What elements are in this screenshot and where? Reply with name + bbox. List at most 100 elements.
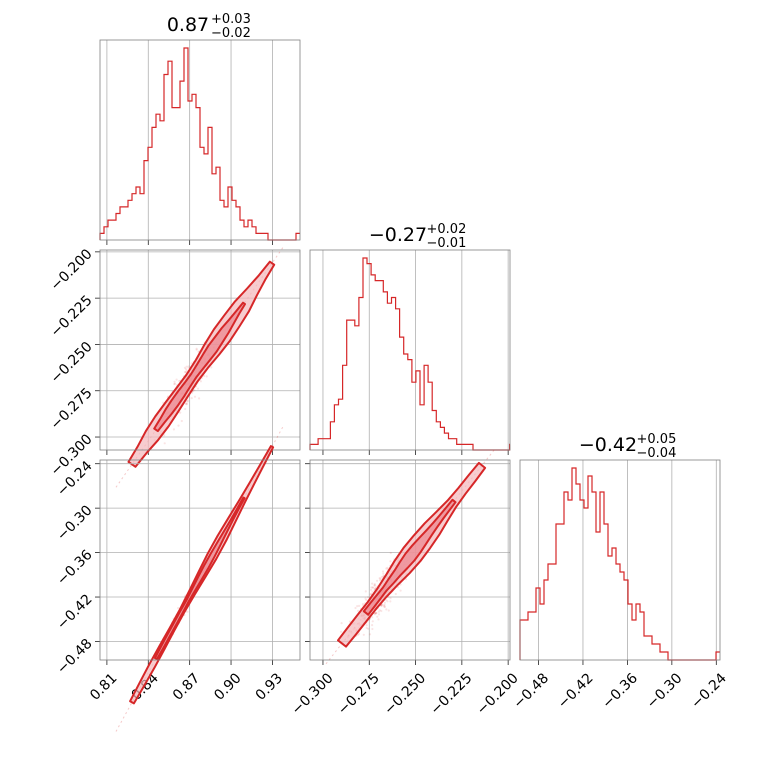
sample-point <box>385 599 388 602</box>
sample-point <box>376 579 379 582</box>
hist-panel-2: −0.48 −0.42 −0.36 −0.30 −0.24−0.42 +0.05−0.04 <box>510 432 729 712</box>
sample-point <box>389 597 392 600</box>
y-tick-label: −0.48 <box>54 636 96 678</box>
histogram-step <box>99 47 300 241</box>
contour-outer-line <box>127 260 276 468</box>
contour-inner-line <box>154 496 246 660</box>
param-title-upper-0: +0.03 <box>211 12 251 27</box>
x-tick-label: −0.250 <box>381 670 429 718</box>
sample-point <box>198 397 201 400</box>
x-tick-label: −0.30 <box>644 670 686 712</box>
histogram-step <box>309 257 511 451</box>
sample-point <box>383 603 386 607</box>
sample-point <box>340 622 343 625</box>
panels-layer: 0.87 +0.03−0.02−0.27 +0.02−0.01−0.48 −0.42−… <box>48 12 730 732</box>
sample-point <box>385 567 388 570</box>
sample-point <box>379 577 382 580</box>
x-tick-label: −0.200 <box>474 670 522 718</box>
pair-panel-2-1-frame <box>309 459 511 661</box>
sample-point <box>184 370 187 373</box>
sample-point <box>185 365 188 368</box>
sample-point <box>371 616 374 619</box>
sample-point <box>184 371 187 374</box>
sample-point <box>173 382 177 385</box>
sample-point <box>163 434 166 437</box>
histogram-step <box>519 467 720 661</box>
sample-point <box>371 590 374 593</box>
sample-point <box>381 570 385 573</box>
sample-point <box>348 620 352 623</box>
sample-point <box>369 593 372 596</box>
sample-point <box>339 630 343 633</box>
pair-panel-1-0: −0.200−0.225−0.250−0.275−0.300 <box>48 245 301 488</box>
hist-panel-2-frame <box>519 459 721 661</box>
sample-point <box>180 419 183 423</box>
sample-point <box>378 577 381 580</box>
sample-point <box>382 604 385 607</box>
sample-point <box>175 378 178 381</box>
sample-point <box>399 589 402 592</box>
sample-point <box>369 592 373 596</box>
sample-point <box>184 402 187 405</box>
contour-outer-line <box>337 461 487 648</box>
param-title-1: −0.27 <box>369 224 427 246</box>
sample-point <box>377 610 380 613</box>
sample-point <box>210 366 213 369</box>
sample-point <box>373 584 376 587</box>
sample-point <box>368 633 372 636</box>
sample-point <box>382 572 385 575</box>
sample-point <box>205 375 208 378</box>
sample-point <box>386 600 389 603</box>
param-title-upper-1: +0.02 <box>427 222 467 237</box>
sample-point <box>373 583 376 586</box>
sample-point <box>373 613 377 616</box>
sample-point <box>173 380 176 383</box>
x-tick-label: −0.42 <box>555 670 597 712</box>
sample-point <box>172 428 175 431</box>
sample-point <box>394 592 397 596</box>
contour-outer-line <box>129 445 275 705</box>
sample-point <box>371 586 374 589</box>
sample-point <box>356 605 359 608</box>
sample-point <box>383 605 386 609</box>
param-title-2: −0.42 <box>579 434 637 456</box>
sample-point <box>177 607 180 610</box>
sample-point <box>190 397 193 400</box>
y-tick-label: −0.36 <box>54 547 96 589</box>
y-tick-label: −0.250 <box>48 339 96 387</box>
sample-point <box>196 387 200 390</box>
sample-point <box>389 600 392 603</box>
sample-point <box>184 407 187 411</box>
contour-inner-fill <box>155 497 245 659</box>
sample-point <box>163 442 166 445</box>
sample-point <box>371 582 374 585</box>
hist-panel-1: −0.27 +0.02−0.01 <box>309 222 511 455</box>
x-tick-label: −0.48 <box>510 670 552 712</box>
pair-panel-2-0: 0.81 0.84 0.87 0.90 0.93−0.24−0.30−0.36−0.42… <box>54 424 301 732</box>
param-title-lower-2: −0.04 <box>637 446 677 461</box>
y-tick-label: −0.200 <box>48 246 96 294</box>
sample-point <box>397 586 400 589</box>
contour-inner-fill <box>154 302 245 432</box>
contour-inner-fill <box>363 499 456 615</box>
hist-panel-1-frame <box>309 249 511 451</box>
sample-point <box>357 609 360 612</box>
sample-point <box>374 612 377 615</box>
sample-point <box>383 601 386 604</box>
sample-point <box>376 615 379 618</box>
x-tick-label: −0.225 <box>428 670 476 718</box>
pair-panel-2-0-frame <box>99 459 301 661</box>
sample-point <box>179 411 182 414</box>
y-tick-label: −0.42 <box>54 591 96 633</box>
sample-point <box>364 597 367 600</box>
sample-point <box>193 389 196 392</box>
sample-point <box>385 608 388 611</box>
param-title-upper-2: +0.05 <box>637 432 677 447</box>
sample-point <box>387 609 390 612</box>
sample-point <box>186 400 189 403</box>
sample-point <box>372 586 375 589</box>
contour-inner-line <box>153 301 246 433</box>
sample-point <box>366 596 370 599</box>
x-tick-label: 0.93 <box>253 670 286 703</box>
param-title-lower-1: −0.01 <box>427 236 467 251</box>
